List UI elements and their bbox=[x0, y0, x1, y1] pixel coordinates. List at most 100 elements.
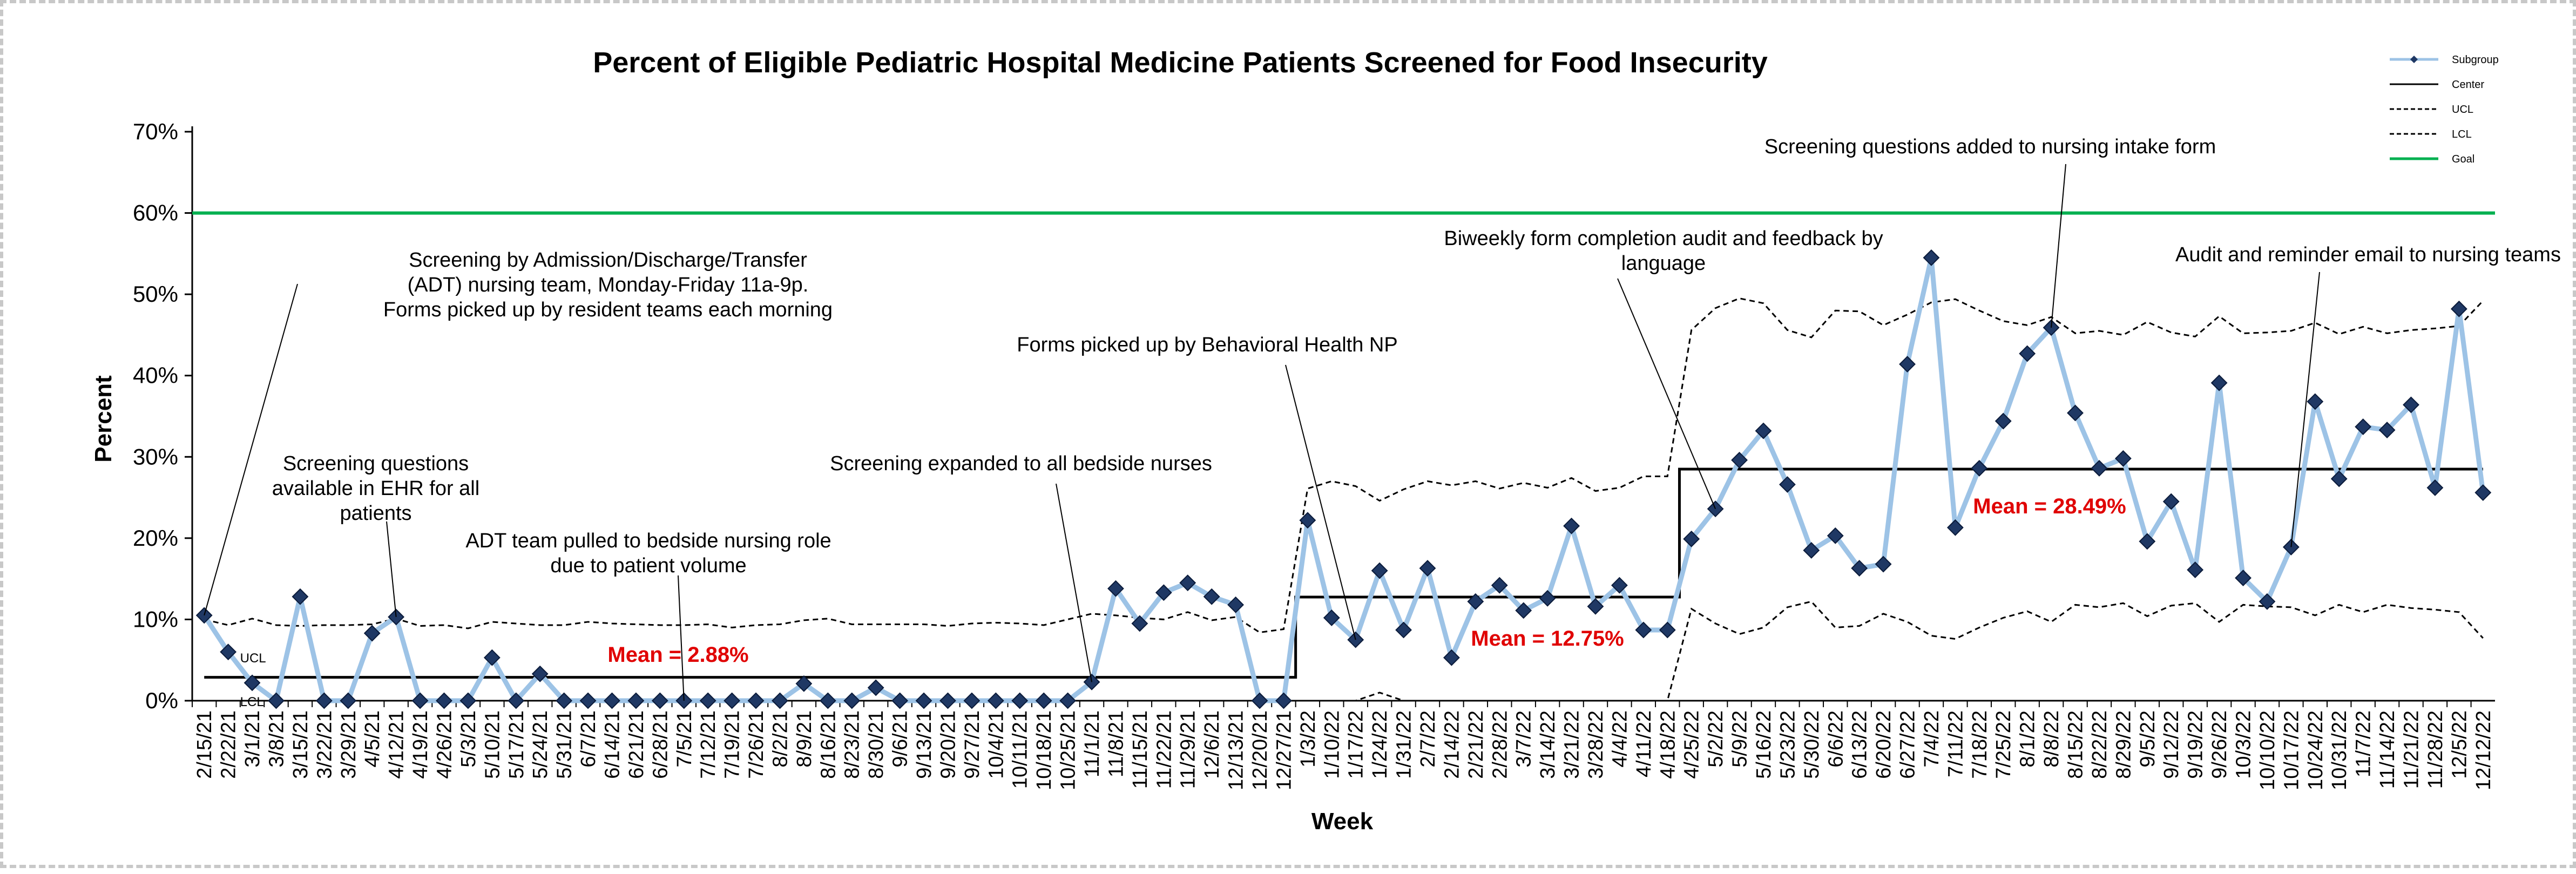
x-tick-label: 6/27/22 bbox=[1897, 710, 1919, 779]
x-tick-label: 11/15/21 bbox=[1129, 710, 1152, 789]
x-tick-label: 3/29/21 bbox=[337, 710, 360, 779]
x-tick-label: 5/23/22 bbox=[1776, 710, 1799, 779]
annotation-line: Forms picked up by Behavioral Health NP bbox=[1017, 334, 1397, 356]
subgroup-point bbox=[1851, 560, 1868, 577]
x-tick-label: 3/8/21 bbox=[265, 710, 288, 768]
x-tick-label: 8/29/22 bbox=[2112, 710, 2135, 779]
subgroup-point bbox=[2067, 404, 2084, 422]
subgroup-markers bbox=[195, 249, 2492, 709]
annotation-line: Forms picked up by resident teams each m… bbox=[383, 299, 833, 321]
x-tick-label: 5/16/22 bbox=[1753, 710, 1775, 779]
x-tick-label: 7/4/22 bbox=[1921, 710, 1943, 768]
x-tick-label: 4/4/22 bbox=[1608, 710, 1631, 768]
annotation-line: Screening expanded to all bedside nurses bbox=[830, 452, 1212, 475]
x-tick-label: 1/24/22 bbox=[1369, 710, 1391, 779]
annotation-leader bbox=[1285, 364, 1356, 640]
x-tick-label: 9/20/21 bbox=[937, 710, 959, 779]
subgroup-point bbox=[1946, 519, 1964, 536]
x-tick-label: 9/19/22 bbox=[2185, 710, 2207, 779]
x-tick-label: 4/19/21 bbox=[409, 710, 432, 779]
y-tick-label: 60% bbox=[133, 200, 178, 226]
subgroup-point bbox=[1443, 649, 1460, 666]
subgroup-point bbox=[939, 692, 956, 709]
subgroup-point bbox=[2235, 570, 2252, 587]
subgroup-point bbox=[2355, 418, 2372, 435]
x-tick-label: 8/8/22 bbox=[2040, 710, 2063, 768]
subgroup-point bbox=[1539, 590, 1556, 607]
x-tick-label: 5/30/22 bbox=[1801, 710, 1823, 779]
x-tick-label: 11/22/21 bbox=[1153, 710, 1175, 789]
subgroup-point bbox=[2187, 561, 2204, 578]
subgroup-point bbox=[244, 674, 261, 692]
subgroup-point bbox=[459, 692, 477, 709]
subgroup-point bbox=[2426, 479, 2444, 496]
annotation-leader bbox=[678, 575, 685, 701]
annotation-text: Screening questions added to nursing int… bbox=[1764, 135, 2216, 158]
x-tick-label: 3/21/22 bbox=[1561, 710, 1584, 779]
x-tick-label: 11/8/21 bbox=[1105, 710, 1127, 777]
subgroup-point bbox=[1827, 527, 1844, 544]
x-tick-label: 12/20/21 bbox=[1249, 710, 1272, 790]
annotation-text: Biweekly form completion audit and feedb… bbox=[1444, 227, 1883, 275]
subgroup-point bbox=[867, 679, 884, 696]
annotation-8: Audit and reminder email to nursing team… bbox=[2175, 243, 2561, 547]
x-tick-label: 2/15/21 bbox=[193, 710, 216, 779]
x-tick-label: 10/11/21 bbox=[1009, 710, 1032, 789]
x-tick-label: 6/6/22 bbox=[1824, 710, 1847, 768]
x-tick-label: 7/25/22 bbox=[1992, 710, 2015, 779]
x-tick-label: 5/31/21 bbox=[553, 710, 576, 779]
subgroup-point bbox=[483, 649, 501, 666]
subgroup-point bbox=[556, 692, 573, 709]
x-tick-label: 11/29/21 bbox=[1177, 710, 1200, 789]
x-tick-label: 3/1/21 bbox=[241, 710, 264, 768]
subgroup-point bbox=[2139, 533, 2156, 550]
subgroup-point bbox=[411, 692, 429, 709]
subgroup-point bbox=[1923, 249, 1940, 266]
subgroup-point bbox=[1299, 512, 1316, 529]
x-tick-label: 9/26/22 bbox=[2208, 710, 2231, 779]
annotation-text: Screening questions available in EHR for … bbox=[272, 452, 479, 525]
subgroup-point bbox=[1131, 615, 1148, 632]
subgroup-point bbox=[1179, 574, 1196, 592]
x-tick-label: 2/28/22 bbox=[1489, 710, 1511, 779]
subgroup-point bbox=[1563, 517, 1580, 534]
subgroup-point bbox=[747, 692, 765, 709]
x-tick-label: 9/12/22 bbox=[2160, 710, 2183, 779]
annotation-text: Forms picked up by Behavioral Health NP bbox=[1017, 334, 1397, 356]
subgroup-point bbox=[1275, 692, 1292, 709]
subgroup-point bbox=[2114, 450, 2132, 467]
y-tick-label: 20% bbox=[133, 525, 178, 551]
annotation-line: (ADT) nursing team, Monday-Friday 11a-9p… bbox=[408, 274, 809, 296]
x-tick-label: 10/24/22 bbox=[2304, 710, 2327, 790]
lcl-line bbox=[204, 600, 2484, 702]
subgroup-point bbox=[1587, 598, 1604, 615]
x-tick-label: 2/21/22 bbox=[1465, 710, 1488, 779]
subgroup-point bbox=[340, 692, 357, 709]
subgroup-point bbox=[2307, 393, 2324, 410]
subgroup-point bbox=[772, 692, 788, 709]
x-tick-label: 4/11/22 bbox=[1633, 710, 1655, 777]
x-tick-label: 1/3/22 bbox=[1297, 710, 1320, 768]
annotation-leader bbox=[204, 283, 298, 616]
x-tick-label: 3/28/22 bbox=[1585, 710, 1607, 779]
x-tick-label: 9/6/21 bbox=[889, 710, 912, 768]
subgroup-point bbox=[2450, 300, 2467, 317]
x-tick-label: 8/9/21 bbox=[793, 710, 816, 768]
subgroup-point bbox=[724, 692, 741, 709]
annotation-6: Biweekly form completion audit and feedb… bbox=[1444, 227, 1883, 510]
x-tick-label: 6/28/21 bbox=[649, 710, 672, 779]
annotation-5: Forms picked up by Behavioral Health NP bbox=[1017, 334, 1398, 640]
subgroup-point bbox=[795, 675, 813, 692]
y-tick-label: 30% bbox=[133, 444, 178, 469]
ucl-line bbox=[204, 297, 2484, 634]
x-tick-label: 11/14/22 bbox=[2376, 710, 2399, 789]
subgroup-point bbox=[651, 692, 668, 709]
annotation-line: patients bbox=[340, 502, 411, 525]
x-tick-label: 3/15/21 bbox=[289, 710, 312, 779]
annotation-7: Screening questions added to nursing int… bbox=[1764, 135, 2216, 328]
subgroup-point bbox=[819, 692, 836, 709]
y-axis-label: Percent bbox=[90, 375, 117, 463]
x-tick-label: 4/26/21 bbox=[433, 710, 456, 779]
subgroup-point bbox=[1059, 692, 1077, 709]
subgroup-point bbox=[1971, 459, 1988, 477]
